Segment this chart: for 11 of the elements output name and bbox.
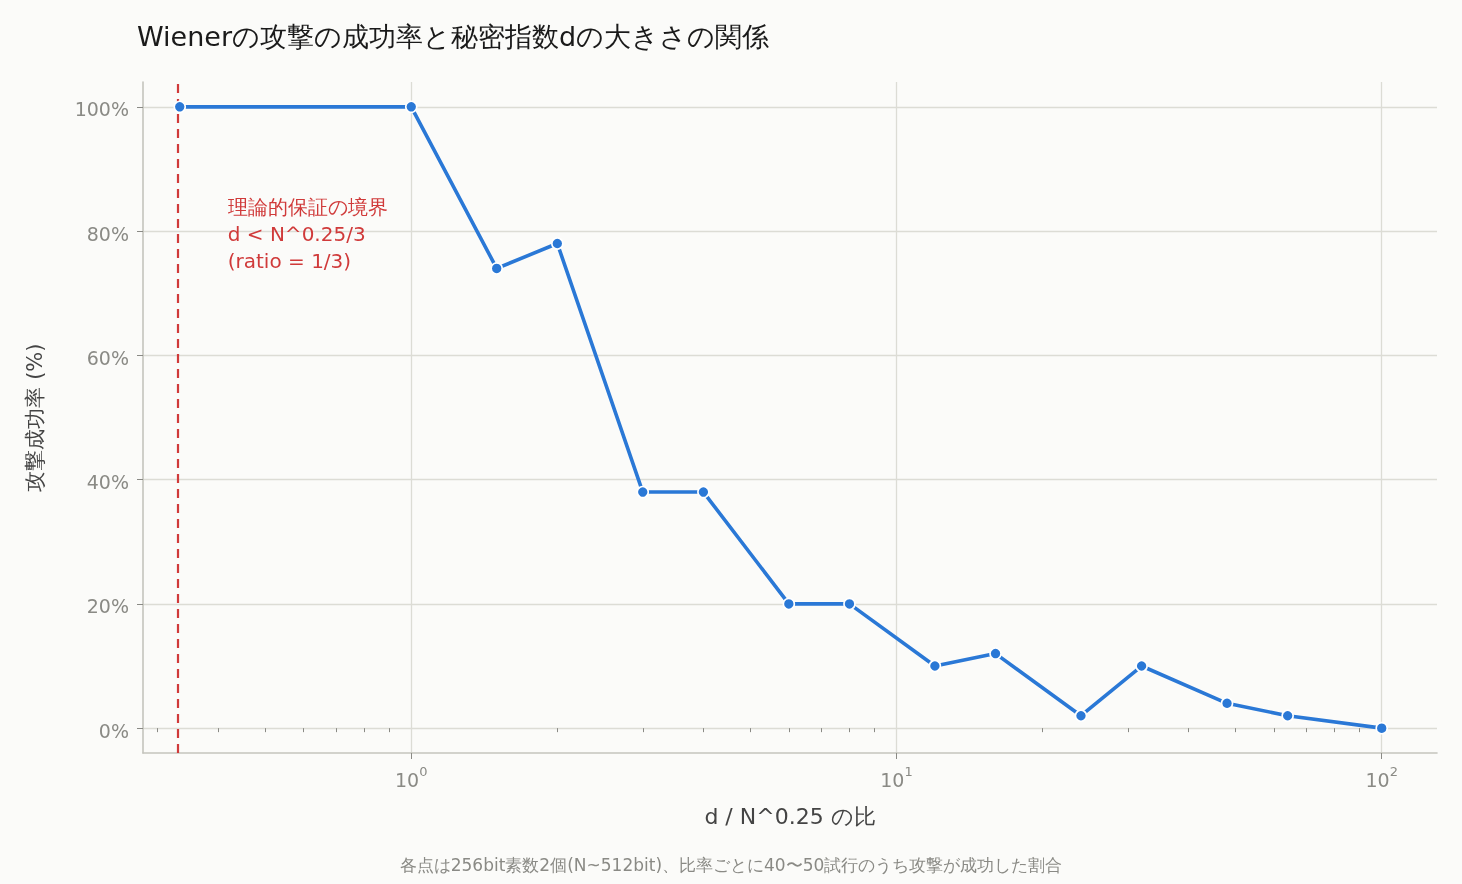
y-tick-label: 100% [74,98,129,121]
y-axis-title: 攻撃成功率 (%) [22,343,47,492]
annotation: 理論的保証の境界 d < N^0.25/3 (ratio = 1/3) [227,195,388,274]
chart-title: Wienerの攻撃の成功率と秘密指数dの大きさの関係 [137,21,770,52]
text: 各点は256bit素数2個(N~512bit)、比率ごとに40〜50試行のうち攻撃が成功した割合 [399,854,1063,875]
x-axis-title: d / N^0.25 の比 [704,803,876,829]
y-tick-label: 20% [86,595,129,618]
y-tick-label: 80% [86,222,129,245]
y-tick-label: 0% [98,719,129,742]
y-tick-label: 40% [86,471,129,494]
y-tick-label: 60% [86,346,129,369]
